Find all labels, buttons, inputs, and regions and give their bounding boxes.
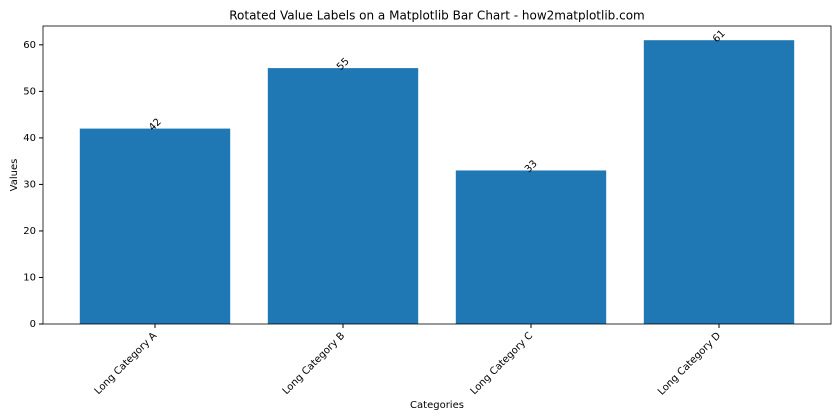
chart-title: Rotated Value Labels on a Matplotlib Bar…: [229, 9, 645, 23]
bar: [267, 68, 419, 324]
bar: [643, 40, 795, 324]
y-tick-label: 0: [30, 319, 36, 330]
y-tick-label: 40: [23, 133, 36, 144]
y-axis-label: Values: [9, 159, 20, 192]
y-tick-label: 50: [23, 86, 36, 97]
y-tick-label: 10: [23, 272, 36, 283]
bar: [79, 128, 231, 324]
y-tick-label: 20: [23, 226, 36, 237]
bar: [455, 170, 607, 324]
x-axis-label: Categories: [410, 400, 464, 411]
plot-frame: [42, 25, 832, 325]
y-tick-label: 30: [23, 179, 36, 190]
y-tick-label: 60: [23, 40, 36, 51]
